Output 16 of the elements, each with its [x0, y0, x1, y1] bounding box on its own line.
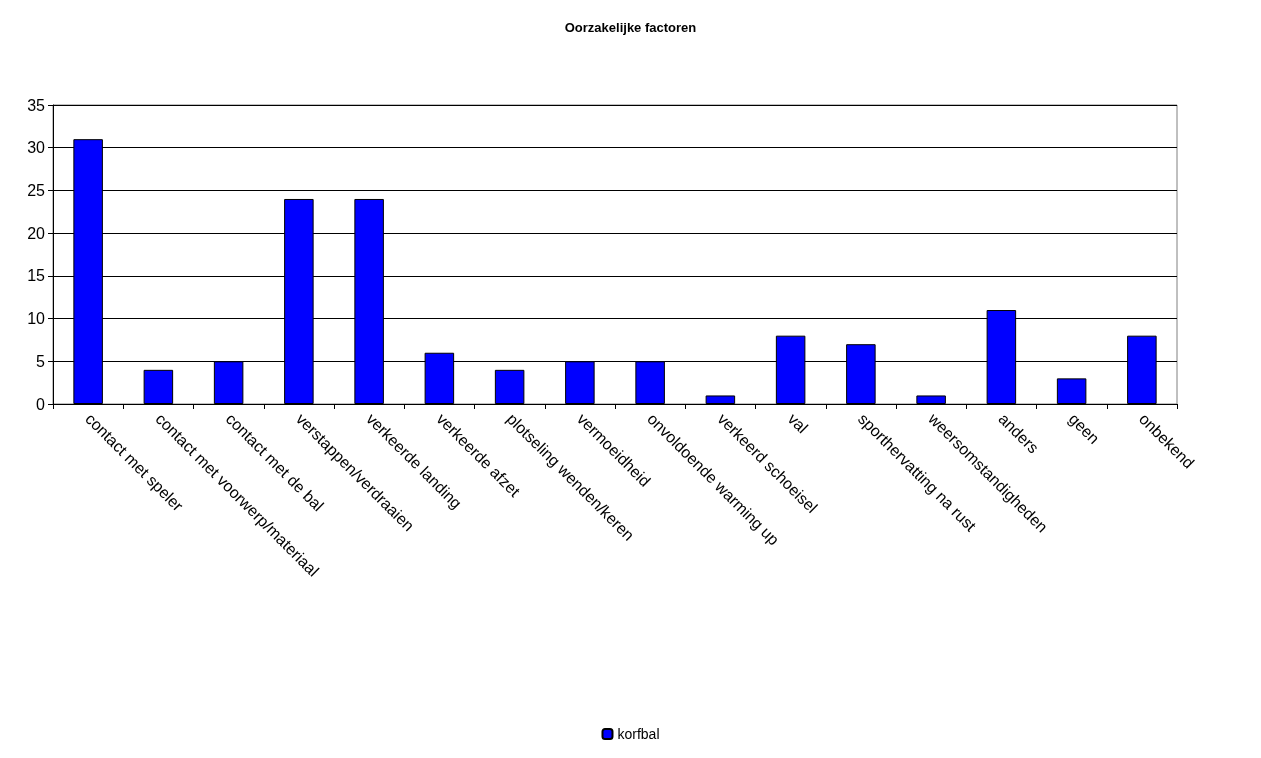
y-tick-label: 25 — [27, 181, 46, 199]
legend-label: korfbal — [617, 726, 660, 742]
x-tick-label: val — [784, 409, 812, 437]
y-tick-label: 0 — [36, 395, 46, 413]
bar — [494, 369, 525, 404]
y-tick-label: 15 — [27, 267, 46, 285]
y-tick-label: 30 — [27, 139, 46, 157]
bar — [705, 395, 736, 404]
y-tick-label: 5 — [36, 352, 46, 370]
bar — [916, 395, 946, 404]
bar — [143, 369, 174, 404]
y-tick-label: 10 — [27, 310, 46, 328]
bar — [1056, 378, 1087, 404]
chart-title: Oorzakelijke factoren — [564, 20, 697, 35]
y-tick-label: 20 — [27, 224, 46, 242]
y-tick-label: 35 — [27, 96, 46, 114]
